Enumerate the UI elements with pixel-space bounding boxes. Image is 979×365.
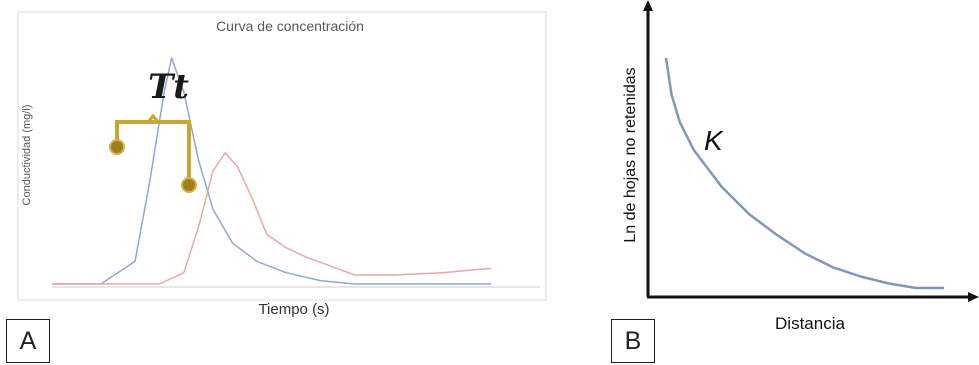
panel-label-a: A — [6, 319, 50, 363]
chart-b-y-axis-label: Ln de hojas no retenidas — [622, 67, 639, 242]
tt-end-marker — [181, 177, 197, 193]
chart-a-series-line-1 — [52, 57, 492, 285]
chart-a-series-line-2 — [52, 152, 492, 285]
chart-a-panel: Curva de concentración Conductividad (mg… — [6, 11, 547, 363]
tt-bracket — [109, 113, 197, 193]
chart-b-x-axis-arrow — [968, 292, 979, 302]
chart-b-panel: Ln de hojas no retenidas Distancia K B — [600, 0, 979, 365]
chart-a-svg: Curva de concentración Conductividad (mg… — [17, 11, 547, 318]
k-annotation: K — [704, 125, 724, 156]
chart-b-series-line-1 — [664, 57, 944, 290]
chart-a-y-axis-label: Conductividad (mg/l) — [21, 105, 33, 206]
tt-annotation: Tt — [148, 67, 189, 107]
chart-a-frame — [17, 11, 547, 301]
tt-start-marker — [109, 139, 125, 155]
chart-a-title: Curva de concentración — [216, 18, 364, 34]
chart-b-x-axis-label: Distancia — [775, 314, 845, 333]
chart-b-svg: Ln de hojas no retenidas Distancia K — [622, 0, 979, 333]
panel-label-b: B — [611, 319, 655, 363]
chart-b-y-axis-arrow — [643, 0, 653, 11]
chart-a-x-axis-label: Tiempo (s) — [258, 301, 329, 318]
